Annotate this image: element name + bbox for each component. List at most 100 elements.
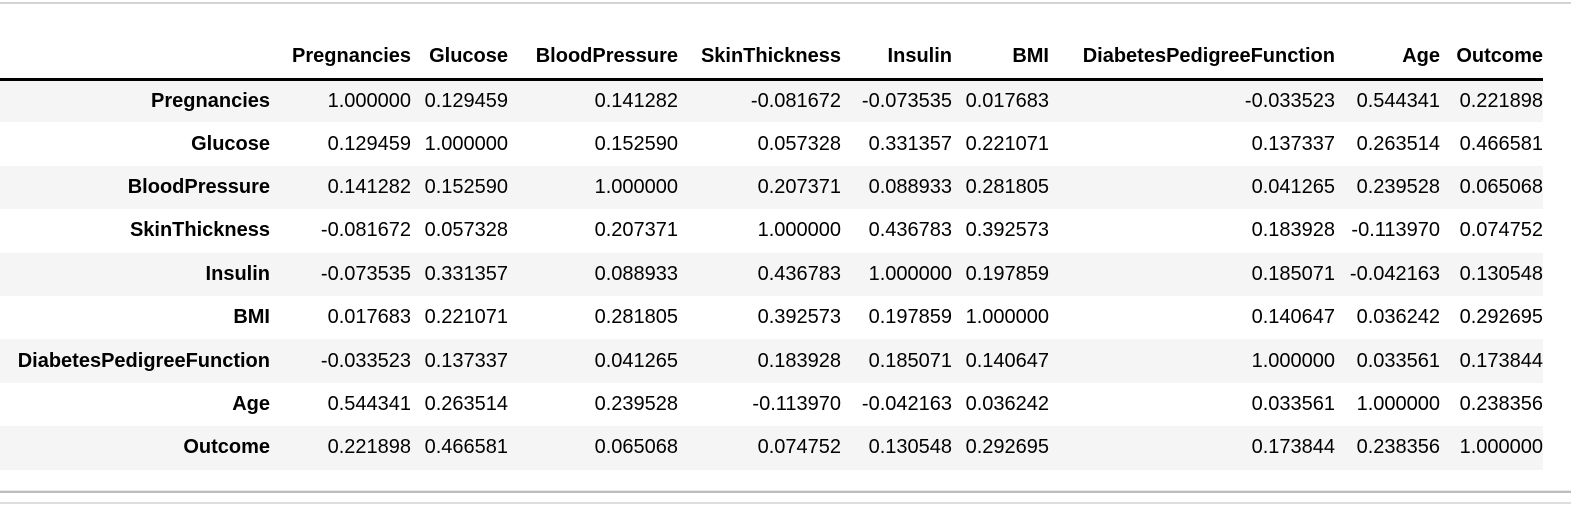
column-header: Outcome [1440,36,1543,81]
cell-value: 1.000000 [1459,436,1543,459]
cell-value: 0.185071 [1251,262,1335,285]
cell-value: 0.263514 [424,392,508,415]
cell-value: 1.000000 [1251,349,1335,372]
cell-value: 0.041265 [1251,175,1335,198]
cell-value: 0.197859 [965,262,1049,285]
cell-value: 0.281805 [965,175,1049,198]
table-row: BloodPressure 0.141282 0.152590 1.000000 0.2… [0,165,1543,210]
cell-value: 1.000000 [424,132,508,155]
correlation-matrix-table: Pregnancies Glucose BloodPressure SkinThick… [0,36,1543,470]
cell-value: 0.207371 [757,175,841,198]
cell-value: 0.183928 [757,349,841,372]
row-label: Insulin [205,262,270,285]
cell-value: 0.129459 [424,89,508,112]
table-row: Age 0.544341 0.263514 0.239528 -0.113970 -0.0… [0,383,1543,426]
cell-value: 0.239528 [594,392,678,415]
cell-value: 0.141282 [594,89,678,112]
row-label: DiabetesPedigreeFunction [17,349,270,372]
row-label: SkinThickness [129,219,270,242]
cell-value: 0.544341 [1356,89,1440,112]
cell-value: -0.042163 [861,392,952,415]
cell-value: 0.263514 [1356,132,1440,155]
cell-value: -0.081672 [320,219,411,242]
column-header: Glucose [411,36,508,81]
cell-value: 0.088933 [868,175,952,198]
cell-value: -0.042163 [1349,262,1440,285]
column-header: Pregnancies [270,36,411,81]
cell-value: 0.065068 [594,436,678,459]
table-row: Insulin -0.073535 0.331357 0.088933 0.436783… [0,252,1543,296]
cell-value: 0.152590 [594,132,678,155]
cell-value: -0.033523 [1244,89,1335,112]
cell-value: 0.033561 [1356,349,1440,372]
cell-value: 0.130548 [1459,262,1543,285]
cell-value: 0.544341 [327,392,411,415]
bottom-divider [0,491,1571,493]
cell-value: 0.221898 [1459,89,1543,112]
cell-value: 0.185071 [868,349,952,372]
cell-value: 1.000000 [868,262,952,285]
table-body: Pregnancies 1.000000 0.129459 0.141282 -0.08… [0,79,1543,470]
cell-value: 0.065068 [1459,175,1543,198]
cell-value: -0.073535 [861,89,952,112]
table-row: Pregnancies 1.000000 0.129459 0.141282 -0.08… [0,79,1543,123]
row-label: BloodPressure [127,175,270,198]
row-label: Outcome [183,436,270,459]
cell-value: 0.033561 [1251,392,1335,415]
cell-value: 0.041265 [594,349,678,372]
cell-value: -0.081672 [750,89,841,112]
cell-value: 0.207371 [594,219,678,242]
cell-value: -0.033523 [320,349,411,372]
cell-value: 0.221898 [327,436,411,459]
cell-value: 0.074752 [757,436,841,459]
column-header: Age [1335,36,1440,81]
row-label: BMI [233,306,270,329]
column-header: BloodPressure [508,36,678,81]
cell-value: 0.331357 [868,132,952,155]
cell-value: 0.331357 [424,262,508,285]
column-header: DiabetesPedigreeFunction [1049,36,1335,81]
cell-value: 1.000000 [965,306,1049,329]
cell-value: 1.000000 [1356,392,1440,415]
cell-value: 0.221071 [424,306,508,329]
cell-value: 0.392573 [757,306,841,329]
cell-value: 0.152590 [424,175,508,198]
cell-value: 0.036242 [965,392,1049,415]
bottom-divider-highlight [0,490,1571,491]
cell-value: 0.238356 [1459,392,1543,415]
cell-value: 0.173844 [1459,349,1543,372]
column-header: BMI [952,36,1049,81]
table-row: Glucose 0.129459 1.000000 0.152590 0.057328 0… [0,122,1543,165]
table-row: BMI 0.017683 0.221071 0.281805 0.392573 0.197… [0,296,1543,339]
row-label: Age [232,392,270,415]
cell-value: 0.292695 [965,436,1049,459]
cell-value: 0.173844 [1251,436,1335,459]
cell-value: 1.000000 [327,89,411,112]
cell-value: 0.074752 [1459,219,1543,242]
top-divider [0,2,1571,4]
cell-value: 0.292695 [1459,306,1543,329]
table-row: DiabetesPedigreeFunction -0.033523 0.13733… [0,339,1543,383]
cell-value: 0.239528 [1356,175,1440,198]
cell-value: 0.281805 [594,306,678,329]
next-cell-divider [0,502,1571,504]
cell-value: 0.466581 [1459,132,1543,155]
cell-value: 0.436783 [757,262,841,285]
column-header: SkinThickness [678,36,841,81]
cell-value: 0.017683 [327,306,411,329]
cell-value: 0.466581 [424,436,508,459]
cell-value: -0.113970 [1351,219,1440,242]
cell-value: -0.073535 [320,262,411,285]
cell-value: 0.129459 [327,132,411,155]
index-corner [0,36,270,81]
cell-value: 0.088933 [594,262,678,285]
cell-value: 0.140647 [965,349,1049,372]
table-row: Outcome 0.221898 0.466581 0.065068 0.074752 0… [0,426,1543,470]
cell-value: 0.137337 [1251,132,1335,155]
cell-value: 0.057328 [757,132,841,155]
cell-value: 0.436783 [868,219,952,242]
column-header: Insulin [841,36,952,81]
cell-value: 0.392573 [965,219,1049,242]
cell-value: 0.057328 [424,219,508,242]
table-header-row: Pregnancies Glucose BloodPressure SkinThick… [0,36,1543,81]
